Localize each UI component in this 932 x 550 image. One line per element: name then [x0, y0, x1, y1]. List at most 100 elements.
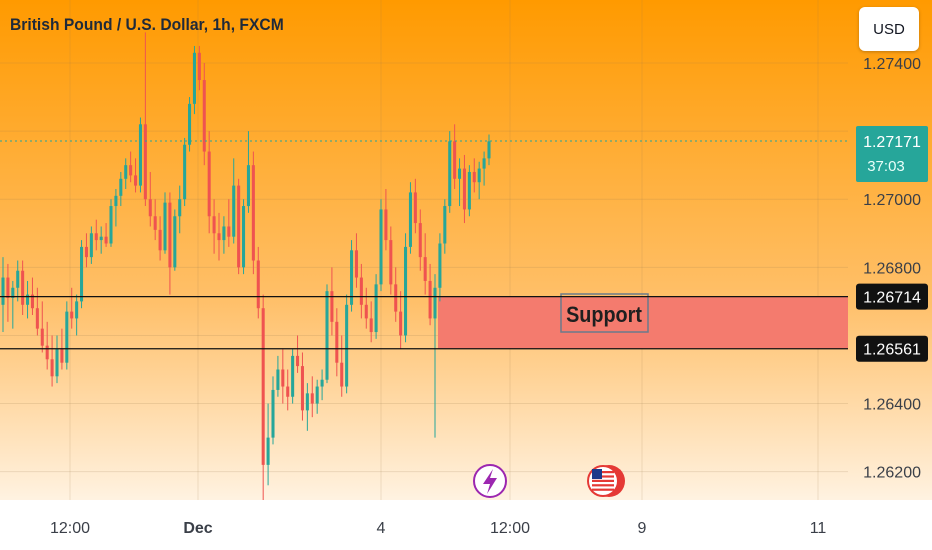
- candle[interactable]: [94, 219, 98, 251]
- candle[interactable]: [364, 287, 368, 329]
- candle[interactable]: [50, 335, 54, 387]
- candle[interactable]: [482, 151, 486, 186]
- candle[interactable]: [354, 233, 358, 288]
- candle[interactable]: [134, 158, 138, 193]
- candle[interactable]: [65, 301, 69, 370]
- candle[interactable]: [345, 294, 349, 394]
- candle[interactable]: [428, 263, 432, 326]
- candle[interactable]: [423, 233, 427, 295]
- candle[interactable]: [438, 233, 442, 302]
- candle[interactable]: [379, 199, 383, 292]
- candle[interactable]: [75, 294, 79, 336]
- candle[interactable]: [148, 171, 152, 227]
- candle[interactable]: [45, 321, 49, 370]
- candle[interactable]: [168, 192, 172, 295]
- candle[interactable]: [477, 161, 481, 200]
- candle[interactable]: [315, 379, 319, 414]
- candle[interactable]: [217, 212, 221, 261]
- candle[interactable]: [404, 233, 408, 343]
- candle[interactable]: [433, 274, 437, 438]
- candle[interactable]: [212, 199, 216, 254]
- candle[interactable]: [276, 355, 280, 397]
- candle[interactable]: [448, 131, 452, 213]
- candle[interactable]: [281, 349, 285, 404]
- candle[interactable]: [40, 301, 44, 353]
- candle[interactable]: [143, 32, 147, 207]
- candle[interactable]: [119, 171, 123, 207]
- event-markers[interactable]: [473, 464, 625, 498]
- candle[interactable]: [296, 335, 300, 373]
- candle[interactable]: [251, 151, 255, 275]
- candle[interactable]: [1, 257, 5, 333]
- lightning-icon[interactable]: [473, 464, 507, 498]
- candle[interactable]: [394, 267, 398, 322]
- candle[interactable]: [399, 291, 403, 350]
- candle[interactable]: [237, 178, 241, 275]
- candle[interactable]: [310, 376, 314, 418]
- candle[interactable]: [55, 335, 59, 384]
- candle[interactable]: [84, 233, 88, 268]
- us-flag-icon[interactable]: [587, 465, 625, 497]
- candle[interactable]: [350, 240, 354, 312]
- candle[interactable]: [124, 158, 128, 190]
- level-price-tag[interactable]: [856, 335, 928, 362]
- candle[interactable]: [178, 185, 182, 234]
- candle[interactable]: [467, 165, 471, 217]
- candle[interactable]: [188, 97, 192, 152]
- candle[interactable]: [389, 226, 393, 295]
- candle[interactable]: [35, 287, 39, 336]
- candle[interactable]: [408, 182, 412, 254]
- current-price-tag[interactable]: [856, 125, 928, 182]
- candle[interactable]: [418, 209, 422, 271]
- candle[interactable]: [374, 274, 378, 339]
- candle[interactable]: [340, 335, 344, 397]
- candle[interactable]: [6, 263, 10, 322]
- candle[interactable]: [21, 260, 25, 316]
- candle[interactable]: [472, 158, 476, 193]
- candle[interactable]: [261, 294, 265, 506]
- candle[interactable]: [70, 287, 74, 329]
- candle[interactable]: [330, 267, 334, 336]
- candle[interactable]: [16, 260, 20, 302]
- candle[interactable]: [202, 63, 206, 166]
- candle[interactable]: [291, 349, 295, 404]
- candle[interactable]: [256, 246, 260, 319]
- candle[interactable]: [207, 131, 211, 234]
- candle[interactable]: [158, 216, 162, 261]
- candle[interactable]: [286, 369, 290, 411]
- candle[interactable]: [197, 45, 201, 91]
- candle[interactable]: [413, 178, 417, 234]
- candle[interactable]: [138, 117, 142, 193]
- candle[interactable]: [443, 199, 447, 254]
- candle[interactable]: [359, 263, 363, 319]
- candle[interactable]: [80, 240, 84, 309]
- candle[interactable]: [232, 158, 236, 244]
- level-price-tag[interactable]: [856, 283, 928, 310]
- candle[interactable]: [246, 131, 250, 213]
- candle[interactable]: [487, 134, 491, 166]
- candle[interactable]: [26, 280, 30, 319]
- currency-button[interactable]: USD: [859, 7, 919, 51]
- x-axis[interactable]: 12:00 Dec 4 12:00 9 11: [0, 500, 932, 550]
- candle[interactable]: [335, 308, 339, 377]
- candle[interactable]: [462, 154, 466, 224]
- candle[interactable]: [89, 226, 93, 264]
- candle[interactable]: [163, 192, 167, 254]
- y-axis[interactable]: 1.274001.270001.268001.264001.262001.260…: [856, 56, 928, 550]
- candle[interactable]: [242, 199, 246, 275]
- candle[interactable]: [183, 137, 187, 207]
- candle[interactable]: [99, 226, 103, 254]
- candles-group[interactable]: [1, 32, 491, 506]
- candle[interactable]: [271, 376, 275, 445]
- candle[interactable]: [384, 189, 388, 251]
- candle[interactable]: [114, 189, 118, 227]
- candle[interactable]: [320, 369, 324, 401]
- candle[interactable]: [325, 284, 329, 384]
- candle[interactable]: [11, 280, 15, 329]
- candle[interactable]: [192, 45, 196, 115]
- candle[interactable]: [153, 199, 157, 241]
- candle[interactable]: [104, 223, 108, 247]
- candle[interactable]: [300, 352, 304, 421]
- candle[interactable]: [453, 124, 457, 190]
